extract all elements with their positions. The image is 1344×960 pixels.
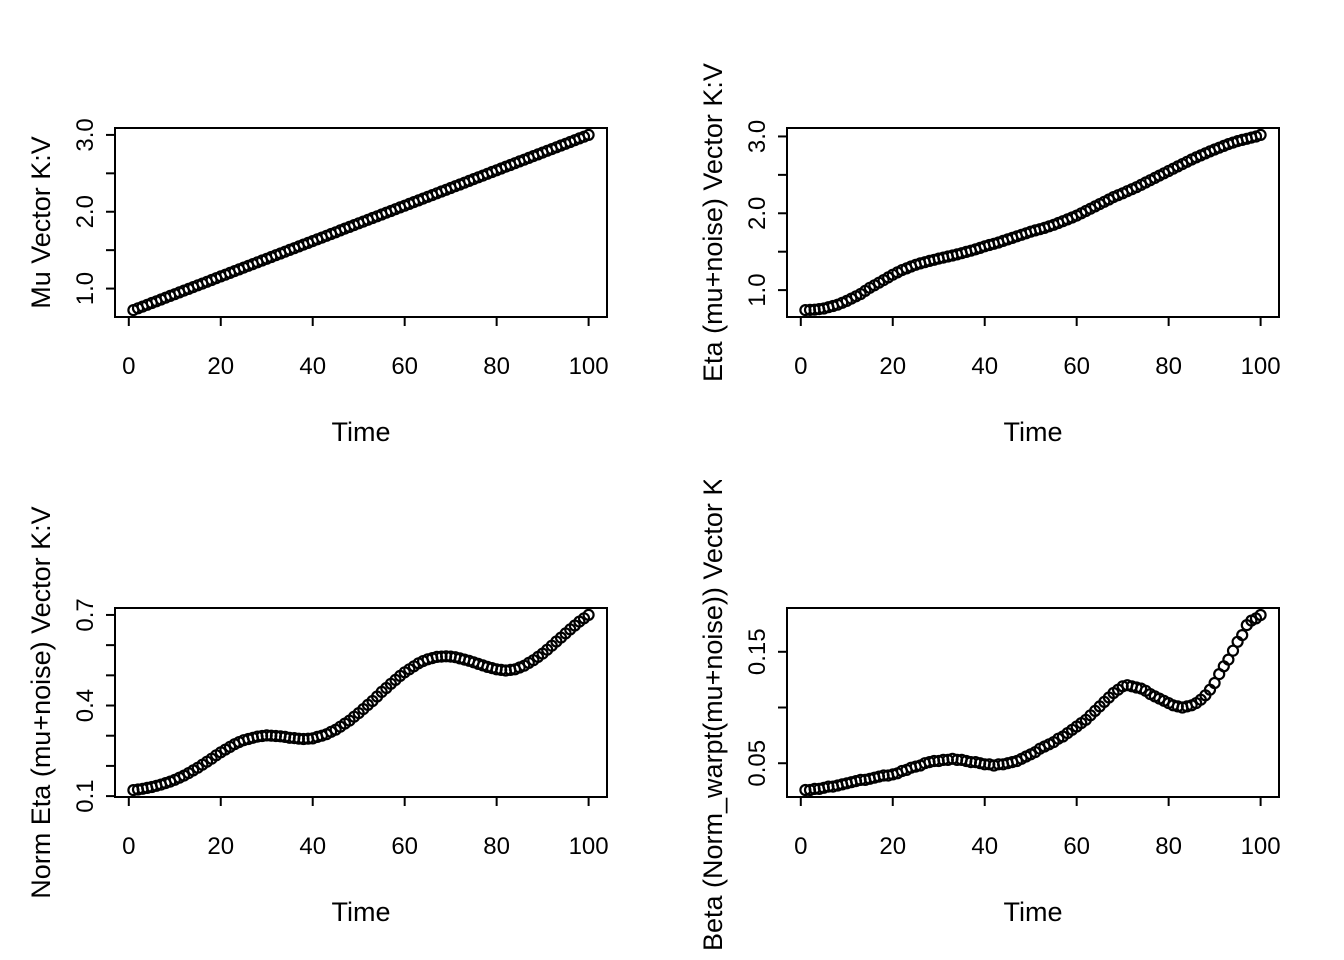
y-tick-label: 3.0 <box>72 118 99 151</box>
x-tick-label: 80 <box>483 353 510 380</box>
x-tick-label: 0 <box>794 353 807 380</box>
data-points-group <box>127 608 595 797</box>
axes-group: 0 20 40 60 80 100 1.0 2.0 3.0 Time Mu Vector K:V <box>26 118 609 447</box>
data-points-group <box>127 128 595 317</box>
x-tick-label: 60 <box>1063 833 1090 860</box>
panel-mu-vector: 0 20 40 60 80 100 1.0 2.0 3.0 Time Mu Vector K:V <box>26 118 609 447</box>
x-tick-label: 60 <box>391 353 418 380</box>
x-axis-title: Time <box>1004 897 1063 927</box>
x-tick-label: 60 <box>1063 353 1090 380</box>
plot-box <box>114 127 608 318</box>
y-tick-label: 1.0 <box>744 273 771 306</box>
data-point <box>582 608 595 621</box>
y-axis-title: Mu Vector K:V <box>26 136 56 309</box>
data-point <box>1236 629 1249 642</box>
x-tick-label: 0 <box>122 353 135 380</box>
y-tick-label: 2.0 <box>72 195 99 228</box>
x-tick-label: 100 <box>1241 833 1281 860</box>
plot-box <box>786 607 1280 798</box>
x-tick-label: 100 <box>569 353 609 380</box>
x-tick-label: 40 <box>971 353 998 380</box>
data-points-group <box>799 608 1267 797</box>
axes-group: 0 20 40 60 80 100 0.05 0.15 Time Beta (Norm_warpt… <box>698 480 1281 951</box>
plot-box <box>786 127 1280 318</box>
x-tick-label: 80 <box>1155 833 1182 860</box>
panel-beta-vector: 0 20 40 60 80 100 0.05 0.15 Time Beta (Norm_warpt… <box>698 480 1281 951</box>
x-axis-title: Time <box>332 897 391 927</box>
x-tick-label: 20 <box>207 353 234 380</box>
data-point <box>1254 128 1267 141</box>
x-tick-label: 20 <box>879 353 906 380</box>
y-axis-title: Beta (Norm_warpt(mu+noise)) Vector K: <box>698 480 728 951</box>
x-tick-label: 80 <box>483 833 510 860</box>
panel-norm-eta-vector: 0 20 40 60 80 100 0.1 0.4 0.7 Time Norm Eta (mu+no… <box>26 506 609 927</box>
y-tick-label: 1.0 <box>72 272 99 305</box>
y-tick-label: 0.4 <box>72 689 99 722</box>
x-tick-label: 100 <box>1241 353 1281 380</box>
x-tick-label: 40 <box>299 353 326 380</box>
y-tick-label: 3.0 <box>744 120 771 153</box>
data-points-group <box>799 128 1267 317</box>
x-tick-label: 0 <box>122 833 135 860</box>
x-tick-label: 80 <box>1155 353 1182 380</box>
x-tick-label: 20 <box>207 833 234 860</box>
y-axis-title: Eta (mu+noise) Vector K:V <box>698 63 728 382</box>
x-tick-label: 40 <box>299 833 326 860</box>
y-tick-label: 0.7 <box>72 598 99 631</box>
x-tick-label: 60 <box>391 833 418 860</box>
y-axis-title: Norm Eta (mu+noise) Vector K:V <box>26 506 56 898</box>
x-axis-title: Time <box>332 417 391 447</box>
y-tick-label: 0.15 <box>744 628 771 675</box>
axes-group: 0 20 40 60 80 100 0.1 0.4 0.7 Time Norm Eta (mu+no… <box>26 506 609 927</box>
y-tick-label: 2.0 <box>744 197 771 230</box>
x-tick-label: 0 <box>794 833 807 860</box>
x-tick-label: 100 <box>569 833 609 860</box>
axes-group: 0 20 40 60 80 100 1.0 2.0 3.0 Time Eta (mu+noise) … <box>698 63 1281 447</box>
x-tick-label: 40 <box>971 833 998 860</box>
data-point <box>1254 608 1267 622</box>
y-tick-label: 0.05 <box>744 740 771 787</box>
x-tick-label: 20 <box>879 833 906 860</box>
x-axis-title: Time <box>1004 417 1063 447</box>
data-point <box>582 128 595 141</box>
y-tick-label: 0.1 <box>72 779 99 812</box>
panel-eta-vector: 0 20 40 60 80 100 1.0 2.0 3.0 Time Eta (mu+noise) … <box>698 63 1281 447</box>
plot-box <box>114 607 608 798</box>
